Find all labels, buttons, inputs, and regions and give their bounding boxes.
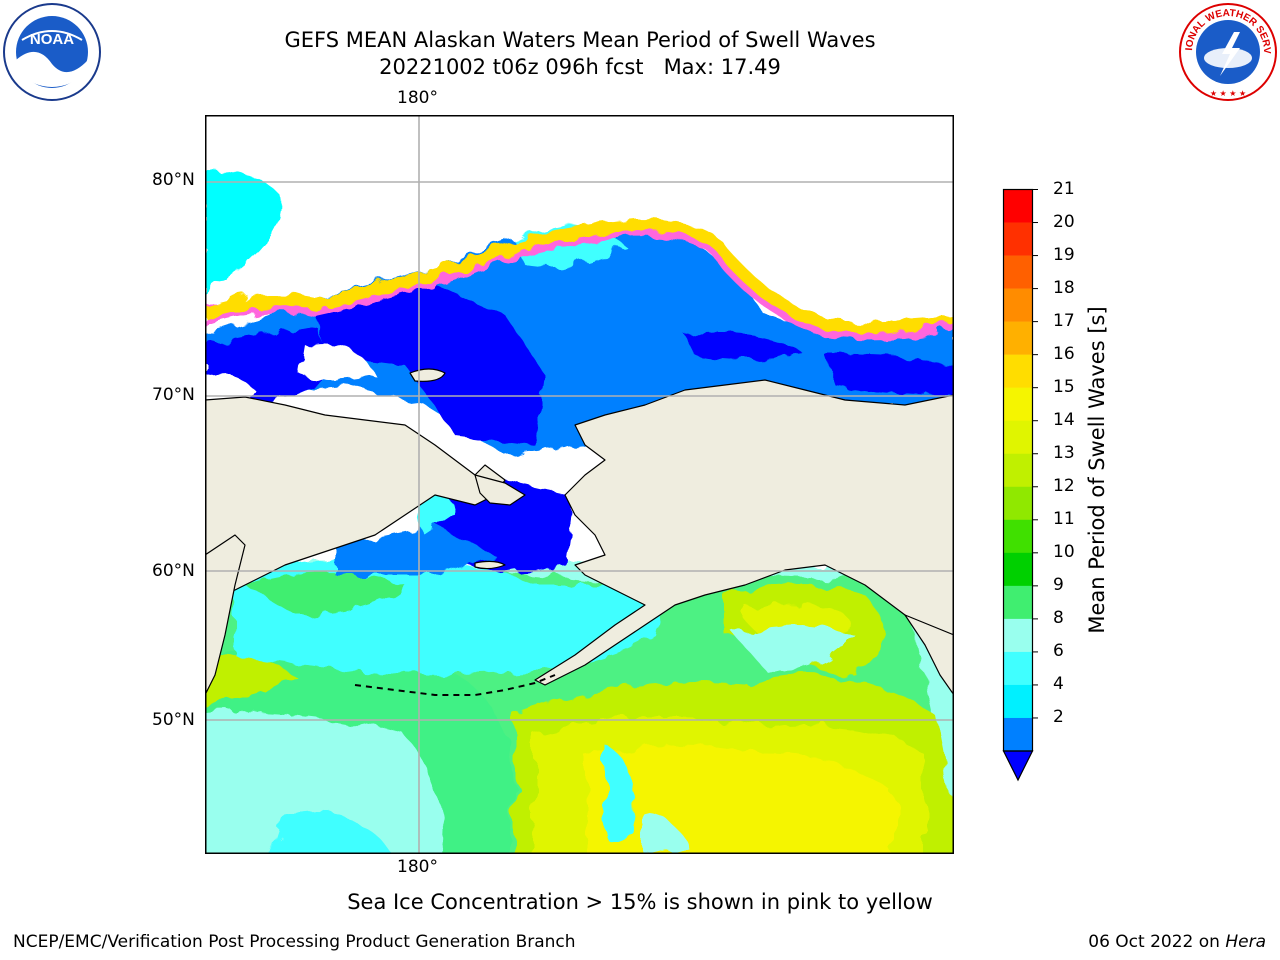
colorbar xyxy=(1002,188,1038,782)
lon-label-bottom: 180° xyxy=(397,857,438,877)
colorbar-tick-label: 13 xyxy=(1053,442,1075,463)
colorbar-segment xyxy=(1003,354,1033,388)
colorbar-segment xyxy=(1003,387,1033,422)
colorbar-segment xyxy=(1003,255,1033,289)
colorbar-segment xyxy=(1003,222,1033,256)
colorbar-tick-label: 4 xyxy=(1053,673,1064,694)
colorbar-segment xyxy=(1003,189,1033,223)
colorbar-segment xyxy=(1003,585,1033,620)
colorbar-tick-label: 18 xyxy=(1053,277,1075,298)
land-alaska xyxy=(534,379,954,686)
footer-date: 06 Oct 2022 on Hera xyxy=(1088,932,1266,952)
aleutian-islands xyxy=(354,674,556,696)
colorbar-tick-label: 21 xyxy=(1053,178,1075,199)
map-frame xyxy=(205,115,954,854)
map-svg xyxy=(205,115,954,854)
colorbar-tick-label: 16 xyxy=(1053,343,1075,364)
colorbar-tick-label: 17 xyxy=(1053,310,1075,331)
lat-label-70: 70°N xyxy=(152,385,195,405)
colorbar-segment xyxy=(1003,651,1033,686)
map-panel xyxy=(205,115,954,854)
colorbar-segment xyxy=(1003,486,1033,521)
colorbar-tick-label: 11 xyxy=(1053,508,1075,529)
colorbar-tick-label: 15 xyxy=(1053,376,1075,397)
colorbar-tick-label: 2 xyxy=(1053,706,1064,727)
lat-label-50: 50°N xyxy=(152,710,195,730)
colorbar-segment xyxy=(1003,420,1033,455)
colorbar-segment xyxy=(1003,684,1033,719)
footer-host: Hera xyxy=(1225,932,1266,952)
colorbar-tick-label: 8 xyxy=(1053,607,1064,628)
colorbar-segment xyxy=(1003,453,1033,488)
land-kamchatka xyxy=(205,534,246,696)
sea-ice-note: Sea Ice Concentration > 15% is shown in … xyxy=(347,890,933,914)
colorbar-title: Mean Period of Swell Waves [s] xyxy=(1085,306,1109,634)
land-masses xyxy=(205,368,954,696)
colorbar-tick-label: 9 xyxy=(1053,574,1064,595)
footer-credit: NCEP/EMC/Verification Post Processing Pr… xyxy=(13,932,576,952)
lat-label-60: 60°N xyxy=(152,561,195,581)
land-siberia xyxy=(205,396,506,601)
land-chukotka xyxy=(474,474,526,506)
svg-text:★ ★ ★ ★: ★ ★ ★ ★ xyxy=(1210,89,1246,98)
nws-logo-icon: NATIONAL WEATHER SERVICE ★ ★ ★ ★ xyxy=(1178,2,1277,101)
colorbar-tick-label: 19 xyxy=(1053,244,1075,265)
noaa-logo-icon: NOAA xyxy=(3,3,101,101)
colorbar-segment xyxy=(1003,618,1033,653)
colorbar-tick-label: 10 xyxy=(1053,541,1075,562)
chart-subtitle: 20221002 t06z 096h fcst Max: 17.49 xyxy=(379,55,781,79)
noaa-logo-text: NOAA xyxy=(30,31,74,48)
colorbar-tick-label: 20 xyxy=(1053,211,1075,232)
colorbar-segment xyxy=(1003,288,1033,322)
swell-field-bering xyxy=(235,475,665,675)
colorbar-segment xyxy=(1003,552,1033,587)
colorbar-frame xyxy=(1002,188,1034,752)
chart-title: GEFS MEAN Alaskan Waters Mean Period of … xyxy=(284,28,876,52)
colorbar-segment xyxy=(1003,717,1033,752)
colorbar-tick-label: 14 xyxy=(1053,409,1075,430)
pack-ice xyxy=(205,115,954,405)
gridlines xyxy=(205,115,954,854)
lat-label-80: 80°N xyxy=(152,170,195,190)
land-bc-coast xyxy=(904,614,954,696)
lon-label-top: 180° xyxy=(397,88,438,108)
colorbar-tick-label: 12 xyxy=(1053,475,1075,496)
colorbar-segment xyxy=(1003,519,1033,554)
land-st-lawrence xyxy=(474,560,506,570)
colorbar-extend-arrow xyxy=(1002,750,1034,782)
colorbar-segment xyxy=(1003,321,1033,355)
colorbar-tick-label: 6 xyxy=(1053,640,1064,661)
